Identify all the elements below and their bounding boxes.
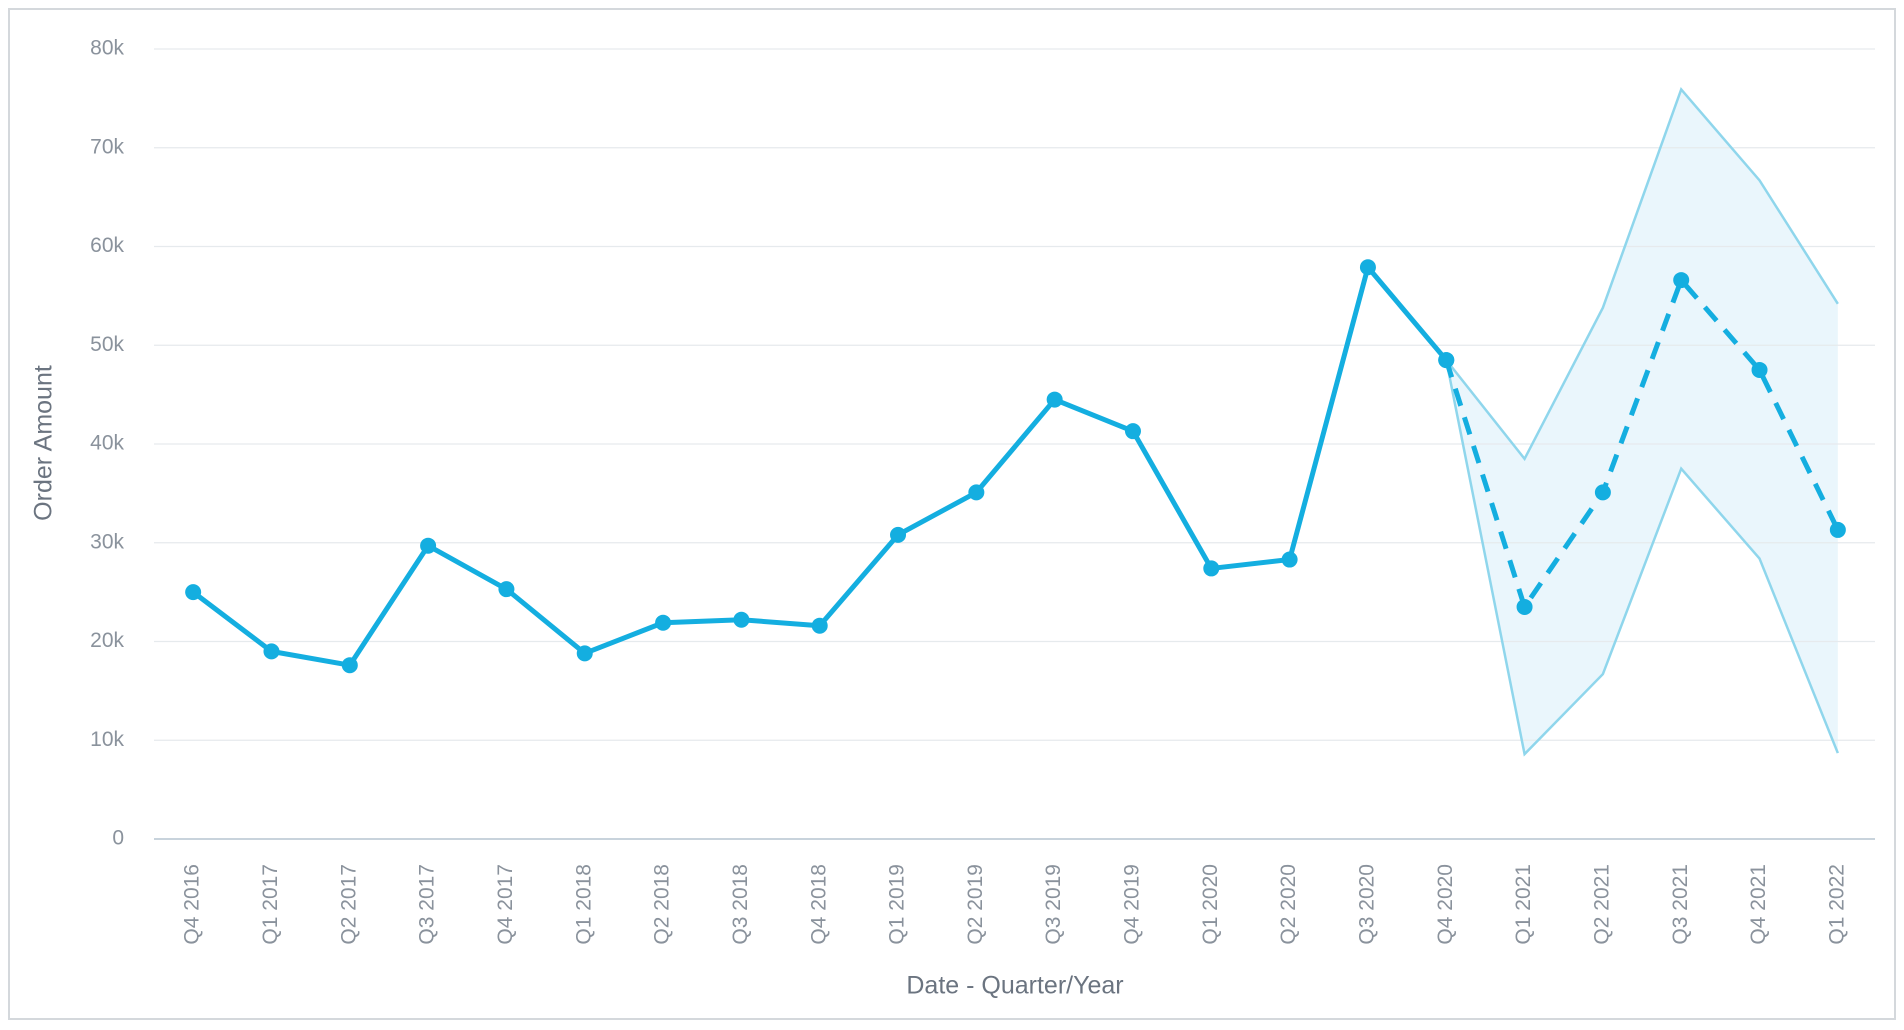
data-point [498,581,515,598]
x-tick-label: Q1 2019 [886,864,909,945]
data-point [811,617,828,634]
data-point [341,657,358,674]
y-tick-label: 40k [90,432,124,455]
data-point [1359,259,1376,276]
band-layer [1446,89,1838,755]
data-point [1594,484,1611,501]
x-tick-label: Q4 2019 [1121,864,1144,945]
data-point [1673,272,1690,289]
y-tick-label: 50k [90,333,124,356]
data-point [185,584,202,601]
y-axis-title: Order Amount [30,365,58,521]
x-tick-label: Q3 2020 [1355,864,1378,945]
data-point [1124,423,1141,440]
y-tick-label: 20k [90,629,124,652]
y-tick-label: 30k [90,530,124,553]
y-tick-label: 10k [90,728,124,751]
forecast-line [1443,277,1841,610]
x-tick-label: Q2 2020 [1277,864,1300,945]
x-tick-label: Q1 2021 [1512,864,1535,945]
data-point [1046,391,1063,408]
x-tick-label: Q4 2020 [1434,864,1457,945]
x-tick-label: Q3 2018 [729,864,752,945]
text-layer: 0 10k 20k 30k 40k 50k 60k 70k 80k Q4 2016 Q1 2017 Q… [90,37,1848,945]
x-tick-label: Q3 2021 [1669,864,1692,945]
x-tick-label: Q1 2020 [1199,864,1222,945]
data-point [576,645,593,662]
x-tick-label: Q2 2018 [651,864,674,945]
x-tick-label: Q3 2017 [416,864,439,945]
x-tick-label: Q4 2017 [494,864,517,945]
band-upper-line [1445,87,1839,462]
data-point [968,484,985,501]
data-point [1203,560,1220,577]
x-tick-label: Q4 2018 [807,864,830,945]
x-tick-label: Q1 2018 [572,864,595,945]
x-tick-label: Q2 2019 [964,864,987,945]
data-point [1438,352,1455,369]
x-tick-label: Q2 2021 [1590,864,1613,945]
y-tick-label: 60k [90,234,124,257]
band-lower-line [1445,359,1839,757]
x-tick-label: Q4 2016 [181,864,204,945]
x-tick-label: Q3 2019 [1042,864,1065,945]
y-tick-label: 0 [112,827,124,850]
x-tick-label: Q1 2022 [1825,864,1848,945]
data-point [655,614,672,631]
data-point [1751,361,1768,378]
y-tick-label: 70k [90,135,124,158]
data-point [1516,598,1533,615]
data-point [420,537,437,554]
x-tick-label: Q2 2017 [337,864,360,945]
y-tick-label: 80k [90,37,124,60]
x-tick-label: Q4 2021 [1747,864,1770,945]
data-point [733,611,750,628]
data-point [1281,551,1298,568]
points-layer [185,259,1846,674]
x-tick-label: Q1 2017 [259,864,282,945]
x-axis-title: Date - Quarter/Year [906,972,1123,1000]
data-point [263,643,280,660]
confidence-band [1446,89,1838,755]
data-point [890,526,907,543]
data-point [1829,521,1846,538]
